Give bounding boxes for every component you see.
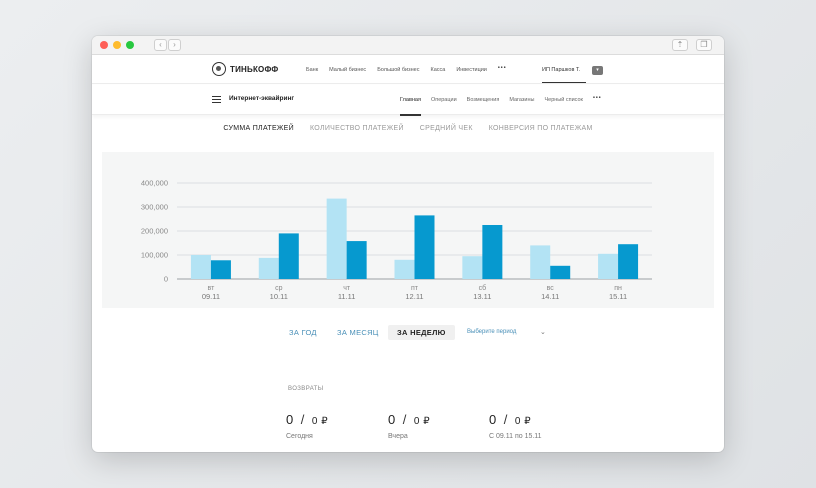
account-name[interactable]: ИП Паршков Т. (542, 67, 587, 83)
y-tick-label: 300,000 (141, 203, 168, 212)
y-tick-label: 200,000 (141, 227, 168, 236)
x-tick-date: 11.11 (338, 292, 356, 301)
y-tick-label: 0 (164, 275, 168, 284)
bar (394, 259, 415, 279)
tabs-icon[interactable]: ❐ (696, 39, 712, 51)
metric-tabs: СУММА ПЛАТЕЖЕЙ КОЛИЧЕСТВО ПЛАТЕЖЕЙ СРЕДН… (92, 125, 724, 132)
return-amount: 0 ₽ (413, 416, 431, 427)
period-dropdown[interactable]: Выберите период (467, 329, 517, 335)
bar (482, 225, 503, 279)
chevron-down-icon[interactable]: ⌄ (540, 329, 546, 336)
return-yesterday: 0/0 ₽ Вчера (388, 412, 431, 440)
bar (598, 253, 619, 279)
account-name-label: ИП Паршков Т. (542, 67, 581, 73)
x-tick-date: 15.11 (609, 292, 627, 301)
sub-nav: Главная Операции Возмещения Магазины Чер… (400, 95, 602, 116)
bar (462, 256, 483, 279)
return-count: 0 (286, 412, 294, 427)
x-tick-day: вт (208, 285, 216, 292)
bar (530, 245, 551, 279)
top-nav-item-kassa[interactable]: Касса (430, 67, 446, 73)
top-nav-item-big-business[interactable]: Большой бизнес (377, 67, 420, 73)
section-title: Интернет-эквайринг (229, 95, 295, 102)
x-tick-day: ср (275, 285, 283, 292)
bar (618, 244, 639, 279)
bar (190, 255, 211, 279)
tab-home[interactable]: Главная (400, 97, 421, 116)
browser-window: ‹ › ⇡ ❐ ТИНЬКОФФ Банк Малый бизнес Больш… (92, 36, 724, 452)
x-tick-date: 10.11 (270, 292, 288, 301)
return-today: 0/0 ₽ Сегодня (286, 412, 329, 440)
share-icon[interactable]: ⇡ (672, 39, 688, 51)
returns-label: ВОЗВРАТЫ (288, 386, 324, 392)
y-tick-label: 400,000 (141, 179, 168, 188)
sub-header: Интернет-эквайринг Главная Операции Возм… (92, 85, 724, 116)
account-menu-icon[interactable]: ▾ (592, 66, 603, 75)
return-amount: 0 ₽ (311, 416, 329, 427)
bar (414, 215, 435, 279)
return-count: 0 (489, 412, 497, 427)
logo[interactable]: ТИНЬКОФФ (212, 62, 278, 76)
minimize-window-button[interactable] (113, 41, 121, 49)
close-window-button[interactable] (100, 41, 108, 49)
chart-panel: 0 100,000 200,000 300,000 400,000 вт 09.11 ср 10… (102, 152, 714, 308)
return-count: 0 (388, 412, 396, 427)
return-caption: Сегодня (286, 433, 313, 440)
bar (278, 233, 299, 279)
x-tick-day: вс (547, 285, 555, 292)
x-tick-date: 12.11 (405, 292, 423, 301)
tab-shops[interactable]: Магазины (509, 97, 535, 103)
period-selector: ЗА ГОД ЗА МЕСЯЦ ЗА НЕДЕЛЮ Выберите перио… (92, 325, 724, 341)
maximize-window-button[interactable] (126, 41, 134, 49)
top-header: ТИНЬКОФФ Банк Малый бизнес Большой бизне… (92, 56, 724, 84)
top-nav-more-icon[interactable]: ••• (497, 65, 507, 71)
x-tick-day: пт (411, 285, 419, 292)
return-week: 0/0 ₽ С 09.11 по 15.11 (489, 412, 542, 440)
return-caption: С 09.11 по 15.11 (489, 433, 542, 440)
bar (346, 241, 367, 279)
period-tab-week[interactable]: ЗА НЕДЕЛЮ (388, 325, 455, 340)
metric-tab-payment-sum[interactable]: СУММА ПЛАТЕЖЕЙ (223, 125, 294, 132)
bar (210, 260, 231, 279)
period-tab-year[interactable]: ЗА ГОД (289, 328, 317, 337)
forward-icon[interactable]: › (168, 39, 181, 51)
bar (550, 265, 571, 279)
tab-operations[interactable]: Операции (430, 97, 457, 103)
back-icon[interactable]: ‹ (154, 39, 167, 51)
y-tick-label: 100,000 (141, 251, 168, 260)
period-tab-month[interactable]: ЗА МЕСЯЦ (337, 328, 379, 337)
logo-emblem-icon (212, 62, 226, 76)
x-tick-day: чт (343, 285, 351, 292)
x-tick-date: 13.11 (473, 292, 491, 301)
sub-nav-more-icon[interactable]: ••• (592, 95, 602, 101)
top-nav-item-bank[interactable]: Банк (306, 67, 319, 73)
top-nav-item-investments[interactable]: Инвестиции (456, 67, 487, 73)
top-nav: Банк Малый бизнес Большой бизнес Касса И… (306, 65, 507, 73)
x-tick-day: пн (614, 285, 622, 292)
bar (326, 198, 347, 279)
x-tick-day: сб (479, 284, 487, 292)
hamburger-menu-icon[interactable] (212, 96, 221, 103)
tab-refunds[interactable]: Возмещения (466, 97, 500, 103)
bar (258, 257, 279, 279)
x-tick-date: 14.11 (541, 292, 559, 301)
account-underline (542, 82, 587, 83)
title-bar: ‹ › ⇡ ❐ (92, 36, 724, 55)
metric-tab-conversion[interactable]: КОНВЕРСИЯ ПО ПЛАТЕЖАМ (488, 125, 593, 132)
metric-tab-average-check[interactable]: СРЕДНИЙ ЧЕК (419, 125, 473, 132)
tab-blacklist[interactable]: Черный список (544, 97, 583, 103)
metric-tab-payment-count[interactable]: КОЛИЧЕСТВО ПЛАТЕЖЕЙ (309, 125, 404, 132)
return-amount: 0 ₽ (514, 416, 532, 427)
x-tick-date: 09.11 (202, 292, 220, 301)
logo-text: ТИНЬКОФФ (230, 64, 279, 74)
return-caption: Вчера (388, 433, 408, 440)
top-nav-item-small-business[interactable]: Малый бизнес (329, 67, 367, 73)
